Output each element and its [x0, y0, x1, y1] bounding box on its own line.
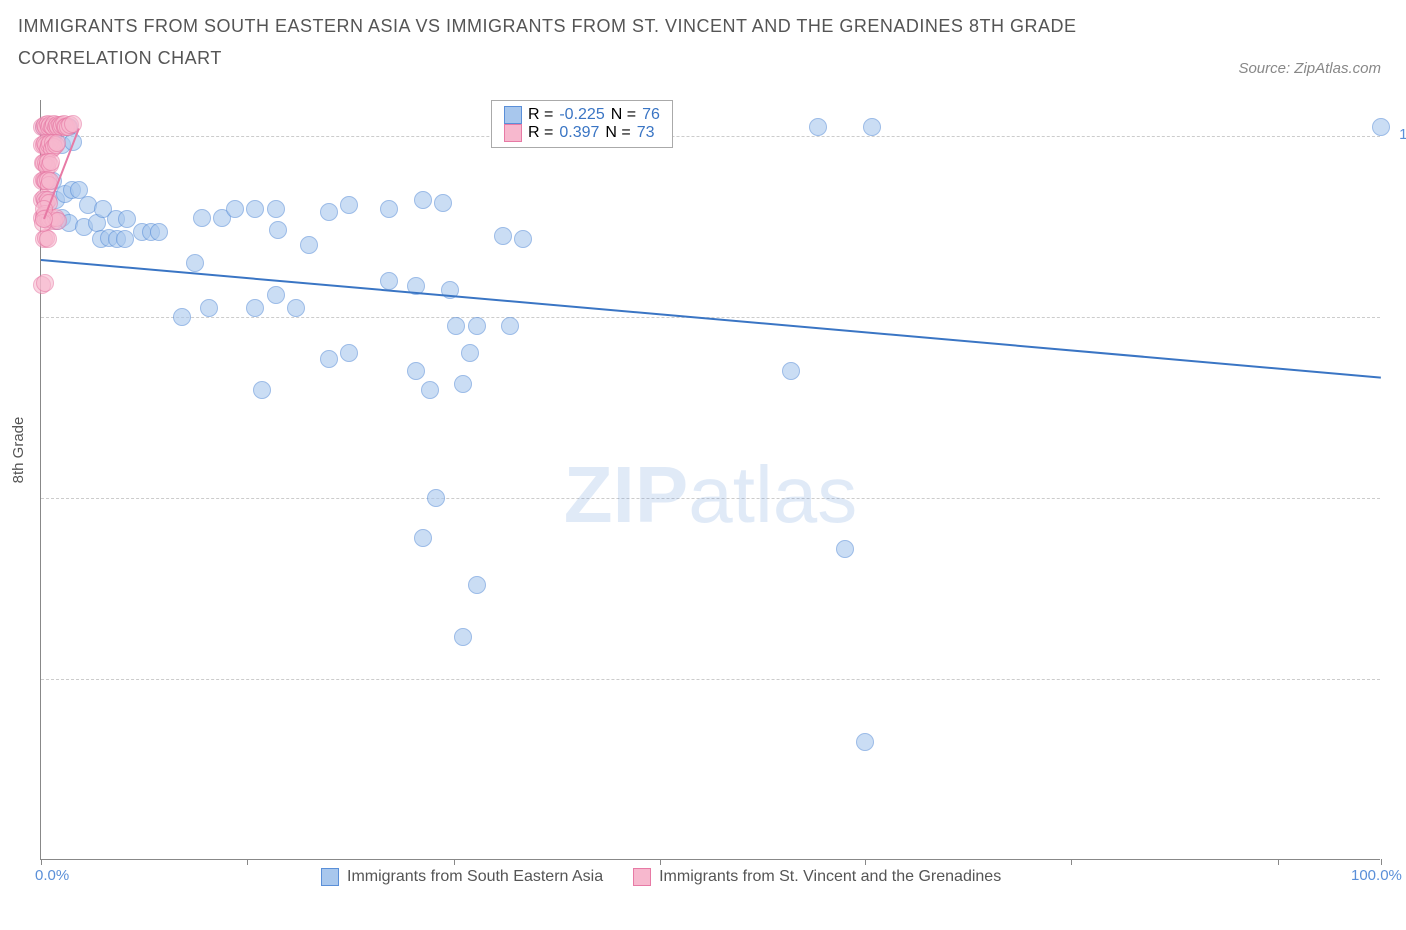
legend-item-svg: Immigrants from St. Vincent and the Gren… — [633, 868, 1001, 886]
y-axis-label: 8th Grade — [10, 417, 27, 484]
data-point-asia — [200, 299, 218, 317]
legend-N-value-svg: 73 — [637, 124, 655, 142]
data-point-asia — [226, 200, 244, 218]
data-point-asia — [434, 194, 452, 212]
trend-line-asia — [41, 259, 1381, 379]
data-point-asia — [427, 489, 445, 507]
data-point-asia — [246, 299, 264, 317]
data-point-asia — [269, 221, 287, 239]
data-point-asia — [407, 362, 425, 380]
watermark-atlas: atlas — [688, 450, 857, 539]
legend-N-label: N = — [605, 124, 630, 142]
legend-R-value-asia: -0.225 — [559, 106, 604, 124]
data-point-asia — [380, 200, 398, 218]
legend-swatch-svg — [504, 124, 522, 142]
data-point-asia — [186, 254, 204, 272]
data-point-asia — [193, 209, 211, 227]
watermark: ZIPatlas — [564, 449, 857, 541]
data-point-asia — [494, 227, 512, 245]
data-point-asia — [340, 344, 358, 362]
data-point-asia — [267, 286, 285, 304]
data-point-asia — [836, 540, 854, 558]
data-point-asia — [809, 118, 827, 136]
legend-item-asia: Immigrants from South Eastern Asia — [321, 868, 603, 886]
x-tick-label: 100.0% — [1351, 867, 1402, 884]
legend-R-label: R = — [528, 124, 553, 142]
data-point-asia — [300, 236, 318, 254]
legend-swatch-asia — [504, 106, 522, 124]
data-point-asia — [414, 191, 432, 209]
data-point-asia — [501, 317, 519, 335]
data-point-asia — [267, 200, 285, 218]
data-point-asia — [421, 381, 439, 399]
legend-swatch-svg-icon — [633, 868, 651, 886]
legend-stats-row: R = -0.225 N = 76 — [504, 106, 660, 124]
data-point-asia — [320, 203, 338, 221]
legend-N-label: N = — [611, 106, 636, 124]
source-label: Source: ZipAtlas.com — [1238, 60, 1381, 77]
data-point-asia — [1372, 118, 1390, 136]
data-point-asia — [320, 350, 338, 368]
legend-series-box: Immigrants from South Eastern Asia Immig… — [321, 868, 1001, 886]
data-point-svg_series — [39, 230, 57, 248]
watermark-zip: ZIP — [564, 450, 688, 539]
data-point-asia — [454, 375, 472, 393]
chart-title: IMMIGRANTS FROM SOUTH EASTERN ASIA VS IM… — [18, 10, 1118, 75]
data-point-svg_series — [48, 134, 66, 152]
data-point-asia — [468, 317, 486, 335]
data-point-asia — [150, 223, 168, 241]
x-tick-mark — [1071, 859, 1072, 865]
x-tick-mark — [865, 859, 866, 865]
y-tick-label: 100.0% — [1390, 126, 1406, 143]
legend-R-label: R = — [528, 106, 553, 124]
x-tick-mark — [1381, 859, 1382, 865]
data-point-svg_series — [42, 153, 60, 171]
data-point-asia — [782, 362, 800, 380]
legend-N-value-asia: 76 — [642, 106, 660, 124]
data-point-asia — [414, 529, 432, 547]
y-tick-label: 80.0% — [1390, 488, 1406, 505]
gridline-h — [41, 136, 1380, 137]
legend-R-value-svg: 0.397 — [559, 124, 599, 142]
y-tick-label: 70.0% — [1390, 669, 1406, 686]
x-tick-mark — [660, 859, 661, 865]
x-tick-mark — [247, 859, 248, 865]
data-point-asia — [253, 381, 271, 399]
data-point-asia — [118, 210, 136, 228]
data-point-asia — [287, 299, 305, 317]
x-tick-label: 0.0% — [35, 867, 69, 884]
data-point-asia — [246, 200, 264, 218]
data-point-svg_series — [64, 115, 82, 133]
data-point-asia — [173, 308, 191, 326]
legend-stats-row: R = 0.397 N = 73 — [504, 124, 660, 142]
legend-swatch-asia-icon — [321, 868, 339, 886]
chart-plot-area: ZIPatlas R = -0.225 N = 76 R = 0.397 N =… — [40, 100, 1380, 860]
legend-label-asia: Immigrants from South Eastern Asia — [347, 868, 603, 886]
data-point-asia — [340, 196, 358, 214]
data-point-asia — [863, 118, 881, 136]
data-point-asia — [856, 733, 874, 751]
data-point-asia — [454, 628, 472, 646]
x-tick-mark — [1278, 859, 1279, 865]
data-point-svg_series — [36, 274, 54, 292]
legend-label-svg: Immigrants from St. Vincent and the Gren… — [659, 868, 1001, 886]
gridline-h — [41, 679, 1380, 680]
legend-stats-box: R = -0.225 N = 76 R = 0.397 N = 73 — [491, 100, 673, 148]
gridline-h — [41, 498, 1380, 499]
data-point-asia — [468, 576, 486, 594]
data-point-asia — [461, 344, 479, 362]
data-point-asia — [514, 230, 532, 248]
y-tick-label: 90.0% — [1390, 307, 1406, 324]
x-tick-mark — [41, 859, 42, 865]
data-point-asia — [380, 272, 398, 290]
data-point-asia — [447, 317, 465, 335]
x-tick-mark — [454, 859, 455, 865]
